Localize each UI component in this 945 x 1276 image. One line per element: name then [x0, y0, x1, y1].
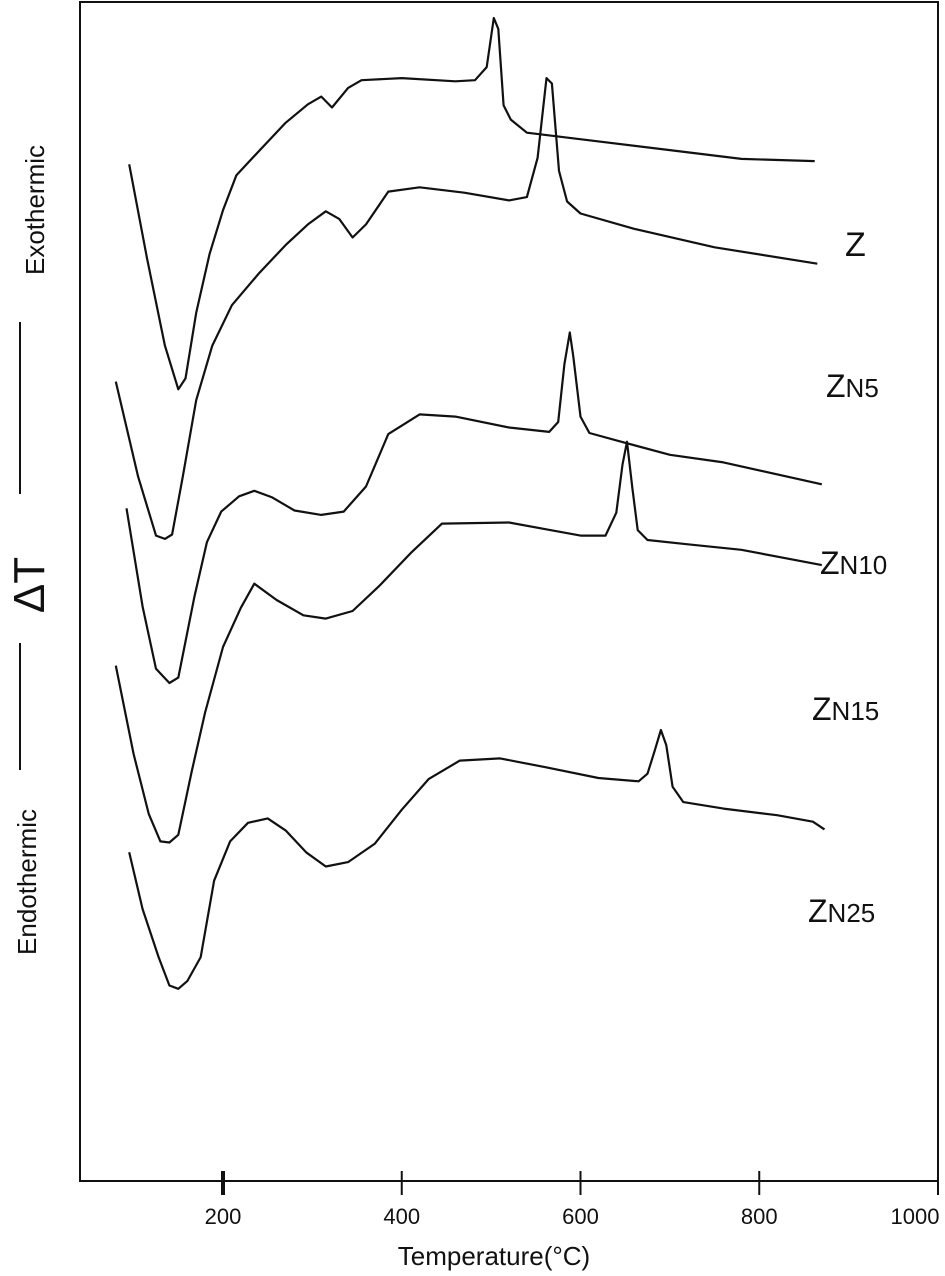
x-tick-label-400: 400 — [383, 1204, 420, 1229]
series-line-zn25 — [128, 728, 826, 990]
x-tick-label-800: 800 — [741, 1204, 778, 1229]
x-tick-label-1000: 1000 — [891, 1204, 940, 1229]
series-label-zn15: ZN15 — [812, 691, 879, 727]
y-label-delta-t: ΔT — [5, 557, 54, 613]
series-label-z: Z — [845, 226, 866, 264]
y-label-exothermic: Exothermic — [20, 145, 50, 275]
x-tick-label-200: 200 — [205, 1204, 242, 1229]
series-label-zn10: ZN10 — [820, 545, 887, 581]
x-tick-label-600: 600 — [562, 1204, 599, 1229]
y-label-endothermic: Endothermic — [12, 809, 42, 955]
series-labels: Z ZN5 ZN10 ZN15 ZN25 — [808, 226, 887, 929]
series-line-zn10 — [125, 331, 823, 685]
series-line-z — [128, 16, 815, 391]
series-line-zn15 — [114, 440, 823, 844]
plot-frame — [79, 1, 939, 1182]
x-axis-title: Temperature(°C) — [398, 1241, 590, 1271]
series-lines — [114, 16, 826, 990]
x-axis-ticks: 200 400 600 800 1000 — [205, 1171, 940, 1229]
series-label-zn5: ZN5 — [826, 368, 879, 404]
series-label-zn25: ZN25 — [808, 893, 875, 929]
series-line-zn5 — [114, 77, 818, 540]
